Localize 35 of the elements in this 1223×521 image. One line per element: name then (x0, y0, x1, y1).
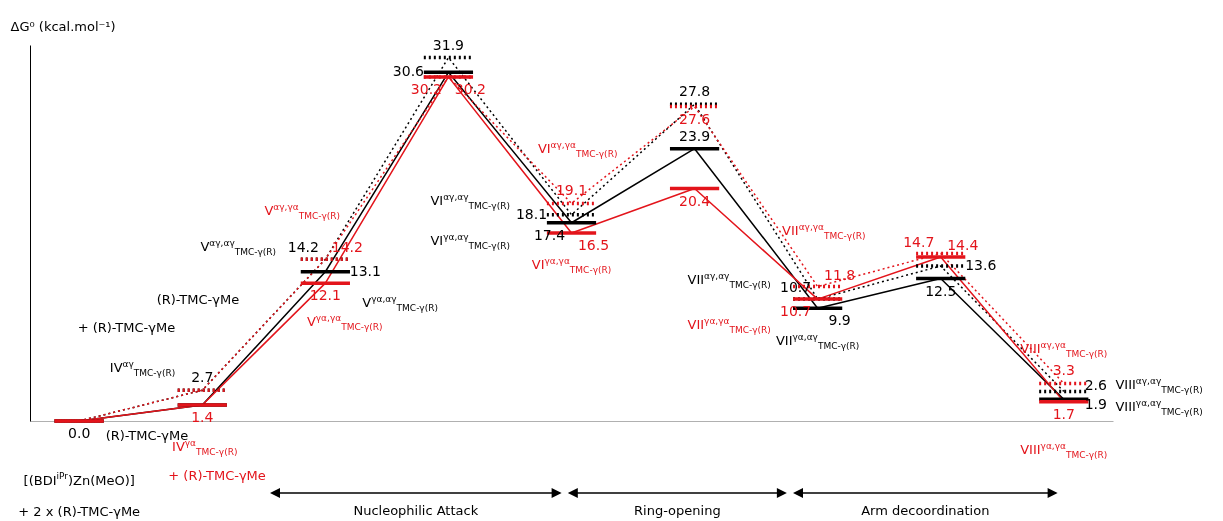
data-label: 14.2 (287, 239, 319, 256)
data-label: 10.7 (780, 303, 812, 320)
data-label: 16.5 (577, 237, 610, 253)
data-label: 19.1 (555, 182, 588, 199)
annotation: + (R)-TMC-γMe (77, 319, 176, 335)
text: [(BDI$^{iPr}$)Zn(MeO)] (23, 471, 135, 489)
data-label: 18.1 (515, 205, 548, 222)
data-label: 3.3 (1052, 362, 1075, 379)
text: Nucleophilic Attack (353, 502, 479, 519)
data-label: 1.9 (1084, 396, 1107, 413)
text: Ring-opening (634, 502, 721, 519)
data-label: 20.4 (678, 192, 711, 209)
data-label: 31.9 (432, 36, 465, 53)
data-label: 14.4 (947, 236, 979, 253)
data-label: 11.8 (824, 266, 856, 283)
data-label: 13.1 (349, 262, 381, 279)
data-label: 30.6 (392, 63, 425, 80)
text: Arm decoordination (861, 502, 990, 519)
data-label: 9.9 (828, 312, 851, 329)
text: + 2 x (R)-TMC-γMe (18, 503, 141, 520)
data-label: 2.7 (191, 369, 214, 386)
data-label: 27.8 (678, 83, 711, 100)
y-axis-title: ΔG⁰ (kcal.mol⁻¹) (10, 18, 116, 34)
data-label: 2.6 (1084, 377, 1107, 394)
data-label: 12.5 (925, 282, 957, 299)
data-label: 12.1 (309, 287, 341, 304)
annotation: (R)-TMC-γMe (156, 292, 240, 308)
text: + (R)-TMC-γMe (168, 467, 266, 483)
data-label: 14.7 (903, 233, 935, 250)
data-label: 13.6 (965, 257, 997, 274)
data-label: 23.9 (678, 127, 711, 144)
data-label: 1.4 (191, 409, 214, 426)
data-label: 27.6 (678, 110, 711, 127)
data-label: 0.0 (68, 425, 91, 441)
data-label: 1.7 (1052, 405, 1075, 422)
